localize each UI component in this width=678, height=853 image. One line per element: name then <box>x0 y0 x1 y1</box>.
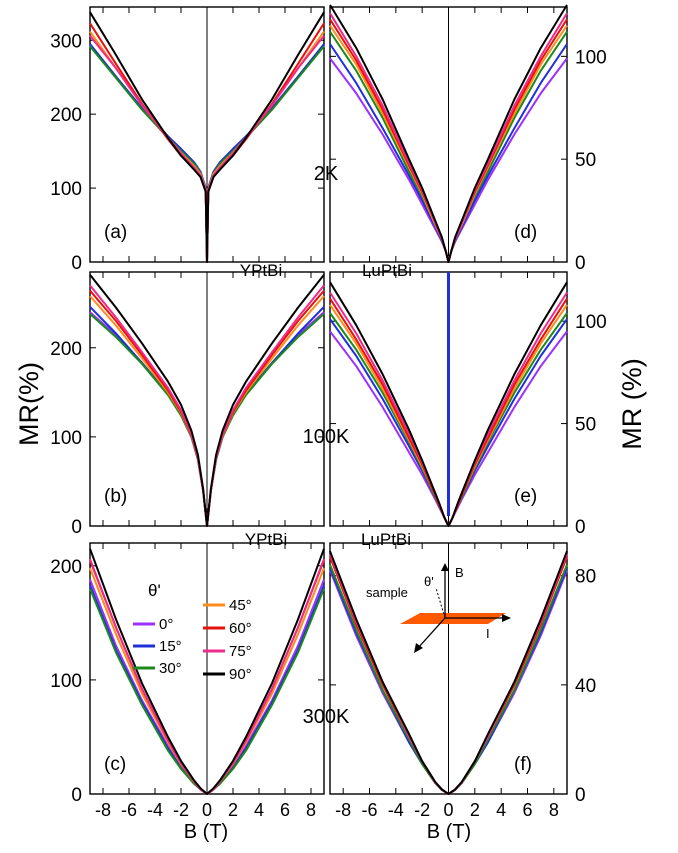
legend-label-45: 45° <box>229 597 252 614</box>
material-label-luptbi-1: LuPtBi <box>362 261 412 280</box>
x-tick-label: 0 <box>202 800 212 820</box>
x-tick-label: 6 <box>522 800 532 820</box>
x-tick-label: 8 <box>549 800 559 820</box>
inset-current-label: I <box>486 626 490 641</box>
material-label-yptbi-2: YPtBi <box>245 530 288 549</box>
y-tick-label: 200 <box>50 557 82 578</box>
x-tick-label: 4 <box>254 800 264 820</box>
x-tick-label: 2 <box>470 800 480 820</box>
material-label-yptbi-1: YPtBi <box>240 261 283 280</box>
x-tick-label: 8 <box>306 800 316 820</box>
panel-label: (f) <box>514 754 532 775</box>
legend-title: θ' <box>148 581 161 600</box>
x-tick-label: 0 <box>443 800 453 820</box>
panel-label: (c) <box>104 754 126 775</box>
temperature-label-100k: 100K <box>303 426 350 448</box>
y-tick-label: 0 <box>575 517 586 538</box>
x-tick-label: -4 <box>388 800 404 820</box>
inset-angle-label: θ' <box>424 574 434 589</box>
panel-b: 0 100 200 (b) <box>50 271 325 538</box>
x-tick-label: -8 <box>95 800 111 820</box>
x-tick-label: -4 <box>147 800 163 820</box>
series-line-90deg <box>89 274 325 527</box>
legend-label-75: 75° <box>229 643 252 660</box>
panel-a: 0 100 200 300 (a) <box>50 6 325 274</box>
x-tick-label: 2 <box>228 800 238 820</box>
material-label-luptbi-2: LuPtBi <box>361 530 411 549</box>
inset-field-label: B <box>455 565 464 580</box>
y-tick-label: 80 <box>575 567 596 588</box>
panel-label: (b) <box>104 486 127 507</box>
y-tick-label: 0 <box>71 253 82 274</box>
x-tick-label: -2 <box>414 800 430 820</box>
panel-label: (a) <box>104 222 127 243</box>
legend-label-0: 0° <box>159 616 173 633</box>
y-axis-label-right: MR (%) <box>617 358 647 449</box>
y-tick-label: 200 <box>50 339 82 360</box>
depth-axis-line <box>417 617 446 649</box>
y-tick-label: 0 <box>71 517 82 538</box>
depth-arrow-icon <box>414 643 423 653</box>
series-line-90deg <box>89 11 325 263</box>
y-tick-label: 300 <box>50 31 82 52</box>
panel-label: (d) <box>514 222 537 243</box>
series-line-90deg <box>329 4 568 263</box>
y-axis-label-left: MR(%) <box>14 362 44 446</box>
temperature-label-300k: 300K <box>303 706 350 728</box>
legend: θ' 0° 15° 30° 45° 60° 75° 90° <box>133 581 252 683</box>
x-tick-label: 4 <box>496 800 506 820</box>
y-tick-label: 100 <box>50 671 82 692</box>
y-tick-label: 50 <box>575 150 596 171</box>
legend-label-15: 15° <box>159 638 182 655</box>
current-arrow-icon <box>502 614 511 622</box>
field-arrow-icon <box>441 563 449 571</box>
x-axis-label-left: B (T) <box>184 821 228 843</box>
y-tick-label: 40 <box>575 676 596 697</box>
legend-label-30: 30° <box>159 660 182 677</box>
y-tick-label: 0 <box>575 253 586 274</box>
series-line-90deg <box>89 548 325 795</box>
y-tick-label: 100 <box>50 428 82 449</box>
legend-label-90: 90° <box>229 666 252 683</box>
x-axis-label-right: B (T) <box>427 821 471 843</box>
sample-geometry-inset: B I sample θ' <box>366 563 511 653</box>
panel-e: 0 50 100 (e) <box>329 271 607 538</box>
y-tick-label: 50 <box>575 415 596 436</box>
y-tick-label: 100 <box>50 179 82 200</box>
y-tick-label: 100 <box>575 47 607 68</box>
legend-label-60: 60° <box>229 620 252 637</box>
inset-sample-label: sample <box>366 585 408 600</box>
y-tick-label: 200 <box>50 105 82 126</box>
x-tick-label: -6 <box>361 800 377 820</box>
y-tick-label: 0 <box>575 785 586 806</box>
x-tick-label: -6 <box>121 800 137 820</box>
y-tick-label: 0 <box>71 785 82 806</box>
temperature-label-2k: 2K <box>314 163 339 185</box>
x-tick-label: 6 <box>280 800 290 820</box>
panel-label: (e) <box>514 486 537 507</box>
y-tick-label: 100 <box>575 312 607 333</box>
angle-dotted-line <box>435 587 446 619</box>
panel-d: 0 50 100 (d) <box>329 4 607 274</box>
series-line-90deg <box>329 281 568 527</box>
series-line-90deg <box>329 550 568 795</box>
x-tick-label: -2 <box>173 800 189 820</box>
x-tick-label: -8 <box>335 800 351 820</box>
